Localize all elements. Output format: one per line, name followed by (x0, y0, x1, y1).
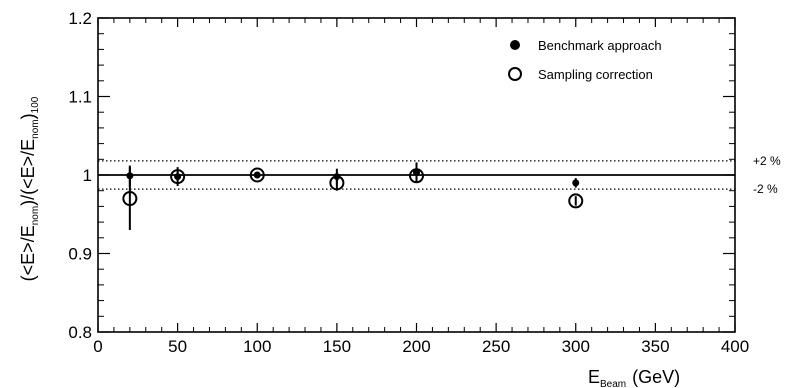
legend-label-sampling: Sampling correction (538, 67, 653, 82)
y-axis-title-part3: ) (18, 113, 38, 119)
x-axis-title-unit: (GeV) (632, 367, 680, 387)
benchmark-point (174, 173, 182, 181)
sampling-point (122, 191, 138, 207)
x-tick-label: 0 (93, 337, 102, 356)
y-tick-label: 1 (83, 166, 92, 185)
y-tick-label: 1.1 (68, 88, 92, 107)
benchmark-point (572, 179, 580, 187)
band-label: -2 % (753, 182, 778, 196)
x-tick-label: 100 (243, 337, 271, 356)
x-axis-title: EBeam (GeV) (588, 367, 680, 388)
y-axis-title-sub3: 100 (30, 96, 41, 113)
svg-text:EBeam(GeV): EBeam (GeV) (588, 367, 680, 388)
x-tick-label: 350 (641, 337, 669, 356)
y-axis-title: (<E>/Enom)/(<E>/Enom)100 (18, 96, 41, 281)
benchmark-point (413, 169, 420, 177)
x-tick-label: 150 (323, 337, 351, 356)
y-axis-title-sub1: nom (30, 206, 41, 225)
y-axis-title-sub2: nom (30, 119, 41, 138)
legend-marker-benchmark (510, 40, 520, 50)
svg-text:(<E>/Enom)/(<E>/Enom)100: (<E>/Enom)/(<E>/Enom)100 (18, 96, 41, 281)
sampling-point (568, 193, 584, 209)
y-tick-label: 0.9 (68, 245, 92, 264)
y-axis-title-part1: (<E>/E (18, 225, 38, 281)
y-tick-label: 0.8 (68, 323, 92, 342)
sampling-point (170, 169, 186, 185)
sampling-point (409, 168, 424, 184)
benchmark-point (126, 172, 134, 180)
legend-label-benchmark: Benchmark approach (538, 38, 662, 53)
x-tick-label: 50 (168, 337, 187, 356)
x-tick-label: 250 (482, 337, 510, 356)
x-tick-label: 200 (402, 337, 430, 356)
x-tick-label: 300 (562, 337, 590, 356)
y-tick-label: 1.2 (68, 9, 92, 28)
y-axis-title-part2: )/(<E>/E (18, 139, 38, 206)
sampling-point (249, 167, 265, 183)
band-label: +2 % (753, 154, 781, 168)
x-axis-title-sub: Beam (600, 379, 626, 388)
sampling-point (329, 175, 345, 191)
legend-marker-sampling (508, 67, 522, 81)
x-tick-label: 400 (721, 337, 749, 356)
benchmark-point (253, 171, 261, 179)
x-axis-title-main: E (588, 367, 600, 387)
